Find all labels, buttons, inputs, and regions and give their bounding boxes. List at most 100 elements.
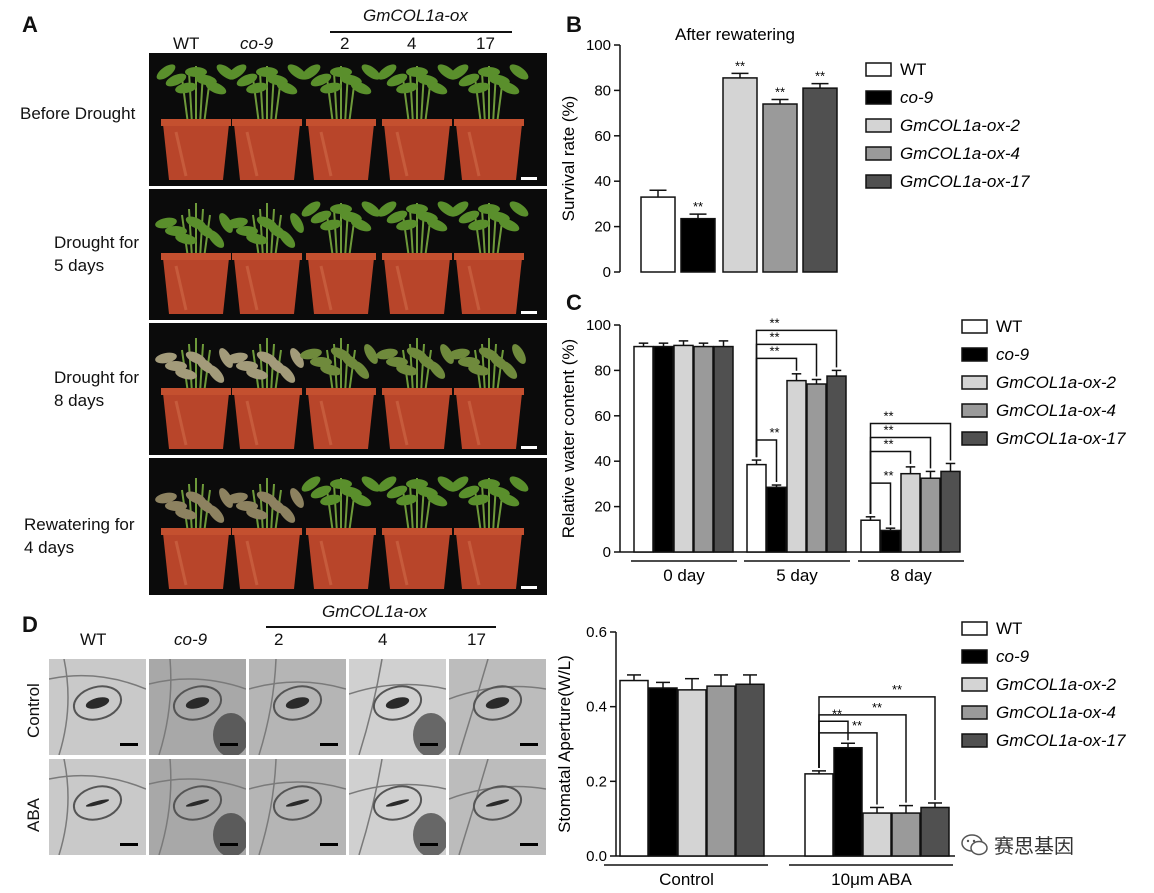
panel-d-group-line: [266, 626, 496, 628]
plant-leaf: [458, 210, 480, 224]
panel-d-row-aba: ABA: [24, 797, 43, 832]
plant-leaf: [364, 344, 378, 364]
plant-leaf: [350, 493, 372, 507]
significance-label: **: [883, 436, 893, 451]
plant-leaf: [301, 201, 321, 217]
plant-leaf: [426, 493, 448, 507]
pot-rim: [454, 253, 524, 260]
cell-wall: [358, 659, 383, 755]
photo-rewatering-4-days: [149, 458, 547, 595]
bar-gmcol1a-ox-2: [900, 472, 921, 553]
plant-leaf: [449, 476, 469, 492]
significance-bracket: [869, 422, 952, 514]
pot-highlight: [319, 265, 333, 311]
plant-stem: [481, 71, 486, 125]
guard-cells: [372, 785, 423, 821]
y-tick-label: 0.2: [586, 773, 607, 790]
legend-label: GmCOL1a-ox-2: [996, 675, 1117, 694]
panel-a-group-line: [330, 31, 512, 33]
legend-swatch: [961, 403, 988, 418]
plant-leaf: [512, 344, 526, 364]
bar-wt: [860, 519, 881, 553]
legend-swatch: [865, 118, 892, 133]
pot-rim: [382, 119, 452, 126]
stomatal-pore: [185, 799, 210, 807]
plant-leaf: [396, 219, 418, 231]
bar-gmcol1a-ox-17: [802, 87, 838, 273]
plant-leaf: [448, 348, 470, 360]
significance-label: **: [883, 408, 893, 423]
significance-label: **: [892, 682, 902, 697]
scale-bar: [120, 743, 138, 746]
pot: [163, 393, 229, 449]
pot-highlight: [174, 540, 188, 586]
plant-leaf: [246, 368, 268, 380]
plant-leaf: [236, 500, 258, 512]
plant-leaf: [246, 233, 268, 245]
plant-leaf: [498, 493, 520, 507]
plant-leaf: [219, 488, 233, 508]
stomatal-pore: [385, 697, 410, 709]
plant-leaf: [310, 210, 332, 224]
panel-d-col-wt: WT: [80, 630, 107, 649]
plant-leaf: [310, 73, 332, 87]
y-tick-label: 0.4: [586, 699, 607, 716]
micrograph-control-ox2: [249, 659, 346, 755]
panel-a-col-2: 2: [340, 34, 350, 53]
plant-leaf: [449, 201, 469, 217]
plant-leaf: [361, 476, 381, 492]
bar-wt: [619, 679, 649, 857]
plant-stem: [259, 71, 264, 125]
panel-label-c: C: [566, 290, 582, 315]
legend-swatch: [961, 375, 988, 390]
significance-bracket: [818, 696, 936, 800]
panel-a-row-8days-l1: Drought for: [54, 368, 140, 387]
guard-cells: [72, 685, 123, 721]
x-tick-label: 5 day: [776, 566, 818, 585]
scale-bar: [320, 743, 338, 746]
cell-wall: [58, 759, 69, 855]
bar-gmcol1a-ox-2: [677, 689, 707, 857]
plant-leaf: [426, 81, 448, 95]
plant-leaf: [468, 82, 490, 94]
panel-a-row-before: Before Drought: [20, 104, 136, 123]
pot-highlight: [395, 400, 409, 446]
plant-leaf: [226, 217, 248, 229]
pot-rim: [382, 388, 452, 395]
bar-gmcol1a-ox-4: [693, 345, 714, 553]
plant-stem: [409, 483, 414, 534]
significance-label: **: [769, 329, 779, 344]
pot: [384, 393, 450, 449]
plant-leaf: [361, 64, 381, 80]
y-tick-label: 60: [594, 128, 611, 145]
photo-drought-5-days: [149, 189, 547, 320]
legend-swatch: [961, 431, 988, 446]
pot-rim: [161, 388, 231, 395]
legend-label: GmCOL1a-ox-17: [900, 172, 1030, 191]
pot: [456, 258, 522, 314]
plant-leaf: [377, 476, 397, 492]
plant-leaf: [300, 348, 322, 360]
stomatal-pore: [285, 799, 310, 807]
plant-leaf: [350, 218, 372, 232]
significance-label: **: [769, 343, 779, 358]
y-axis-label: Survival rate (%): [559, 96, 578, 222]
significance-label: **: [735, 58, 745, 73]
bar-co-9: [680, 217, 716, 273]
cell-wall: [249, 681, 346, 690]
scale-bar: [521, 311, 537, 314]
plant-leaf: [330, 204, 352, 214]
cell-wall: [58, 659, 69, 755]
guard-cells: [372, 685, 423, 721]
plant-leaf: [478, 67, 500, 77]
legend-swatch: [961, 347, 988, 362]
bar-gmcol1a-ox-17: [735, 683, 765, 857]
stomatal-pore: [185, 697, 210, 709]
y-tick-label: 100: [586, 37, 611, 54]
plant-leaf: [449, 64, 469, 80]
plant-leaf: [276, 81, 298, 95]
plant-leaf: [175, 82, 197, 94]
cell-wall: [358, 759, 383, 855]
stomatal-pore: [485, 697, 510, 709]
guard-cells: [472, 785, 523, 821]
